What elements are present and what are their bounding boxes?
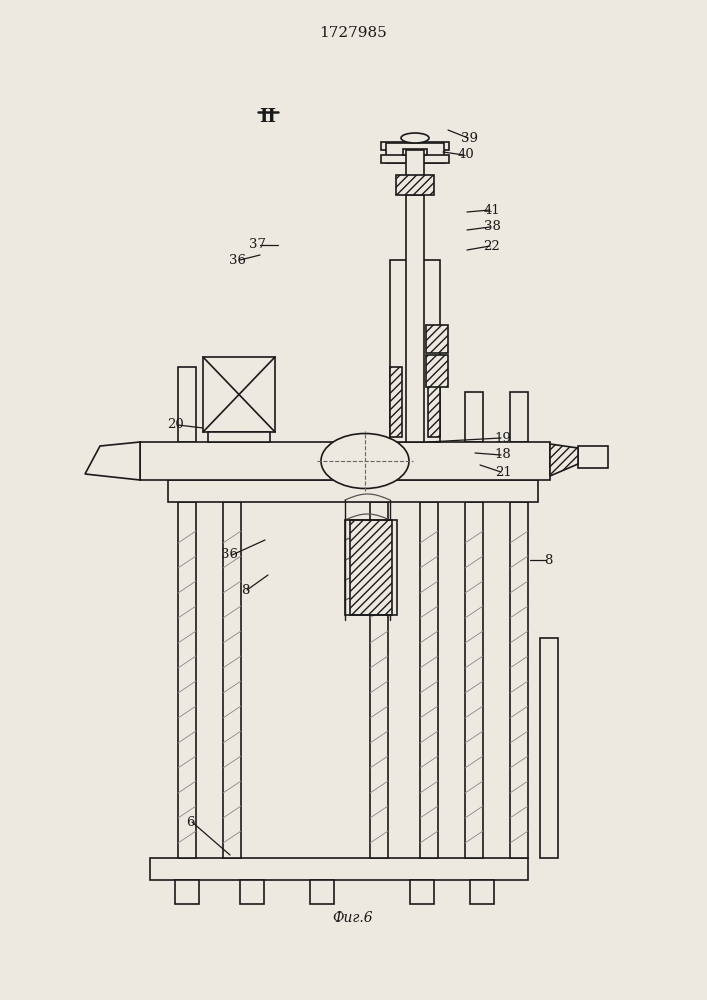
Text: 38: 38 (484, 221, 501, 233)
Bar (310, 880, 334, 904)
Bar (386, 143, 444, 163)
Bar (465, 502, 483, 858)
Polygon shape (550, 444, 578, 476)
Text: II: II (259, 108, 276, 126)
Bar (578, 446, 608, 468)
Bar (510, 392, 528, 442)
Bar (396, 175, 434, 195)
Bar (350, 520, 392, 615)
Bar (426, 355, 448, 387)
Bar (390, 367, 402, 437)
Ellipse shape (321, 434, 409, 488)
Bar (470, 880, 494, 904)
Bar (403, 149, 427, 155)
Bar (426, 325, 448, 353)
Bar (406, 150, 424, 195)
Bar (406, 180, 424, 442)
Bar (345, 520, 397, 615)
Bar (428, 367, 440, 437)
Bar (381, 155, 449, 163)
Text: 22: 22 (484, 239, 501, 252)
Text: 18: 18 (495, 448, 511, 462)
Bar (140, 442, 550, 480)
Text: 41: 41 (484, 204, 501, 217)
Bar (178, 502, 196, 858)
Text: 20: 20 (168, 418, 185, 432)
Bar (168, 480, 538, 502)
Bar (370, 502, 388, 858)
Bar (540, 638, 558, 858)
Text: 8: 8 (544, 554, 552, 566)
Bar (390, 260, 440, 442)
Text: 37: 37 (250, 238, 267, 251)
Text: 19: 19 (495, 432, 511, 444)
Bar (410, 880, 434, 904)
Bar (178, 367, 196, 442)
Bar (150, 858, 528, 880)
Bar (420, 502, 438, 858)
Text: 36: 36 (221, 548, 238, 562)
Bar (465, 392, 483, 442)
Bar (223, 367, 241, 442)
Text: 6: 6 (186, 816, 194, 828)
Ellipse shape (401, 133, 429, 143)
Text: 36: 36 (230, 253, 247, 266)
Bar (223, 502, 241, 858)
Text: 1727985: 1727985 (319, 26, 387, 40)
Polygon shape (85, 442, 140, 480)
Bar (240, 880, 264, 904)
Text: Фиг.6: Фиг.6 (333, 911, 373, 925)
Bar (203, 357, 275, 432)
Bar (175, 880, 199, 904)
Text: 21: 21 (495, 466, 511, 479)
Text: 39: 39 (462, 131, 479, 144)
Bar (208, 432, 270, 442)
Bar (510, 502, 528, 858)
Bar (381, 142, 449, 150)
Text: 8: 8 (241, 584, 249, 596)
Text: 40: 40 (457, 148, 474, 161)
